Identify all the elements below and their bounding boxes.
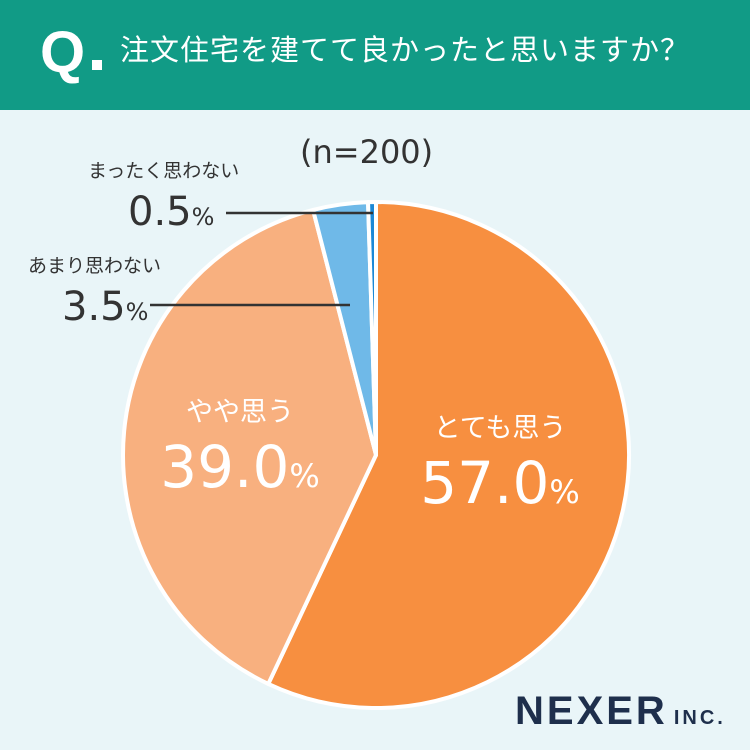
slice-value-not-much: 3.5% — [62, 284, 148, 330]
pie-slice-very-much — [266, 200, 631, 710]
logo-name: NEXER — [515, 689, 668, 733]
slice-label-somewhat: やや思う — [186, 397, 294, 428]
logo-suffix: INC. — [673, 707, 726, 729]
nexer-logo: NEXER INC. — [515, 688, 726, 741]
pie-slice-not-at-all — [366, 199, 378, 457]
slice-value-not-at-all: 0.5% — [128, 189, 214, 235]
slice-label-not-much: あまり思わない — [28, 255, 161, 277]
question-text: 注文住宅を建てて良かったと思いますか？ — [120, 33, 691, 67]
q-mark: Q — [40, 20, 86, 85]
slice-value-very-much: 57.0% — [420, 449, 580, 517]
sample-size-label: (n=200) — [300, 133, 434, 171]
slice-label-not-at-all: まったく思わない — [88, 160, 239, 182]
slice-label-very-much: とても思う — [434, 413, 567, 444]
question-header: Q 注文住宅を建てて良かったと思いますか？ — [0, 0, 750, 110]
q-mark-dot — [92, 60, 102, 70]
slice-value-somewhat: 39.0% — [160, 433, 320, 501]
pie-slice-somewhat — [121, 207, 378, 686]
